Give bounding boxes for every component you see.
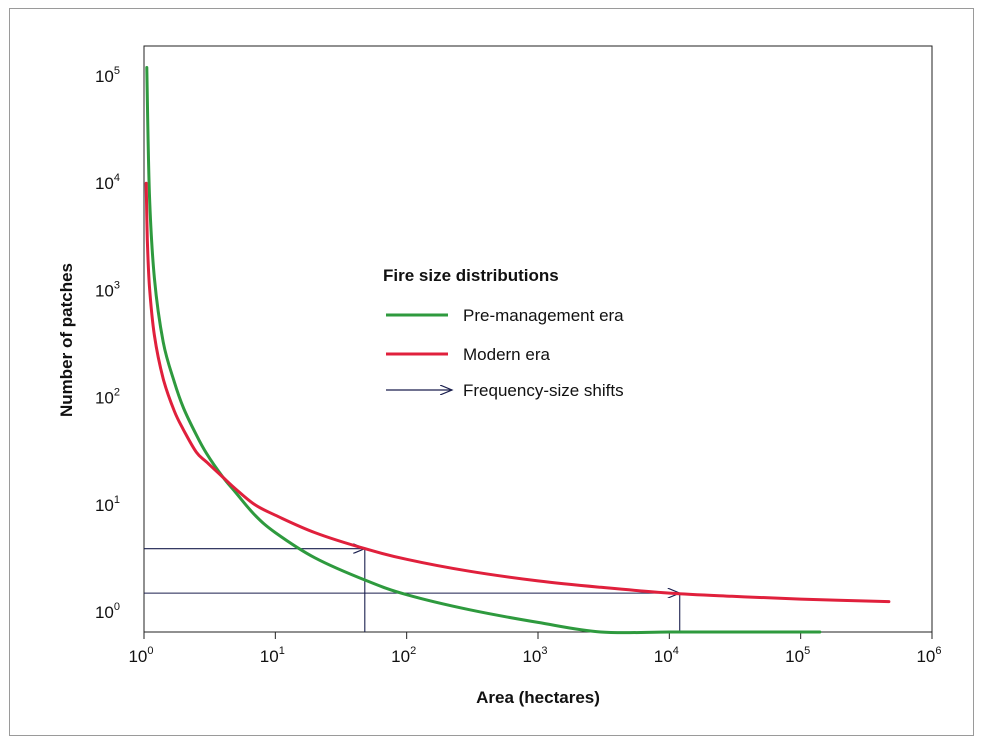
series-lines <box>144 66 891 635</box>
y-tick-label: 100 <box>95 601 120 622</box>
y-tick-label: 103 <box>95 279 120 300</box>
x-tick-label: 102 <box>391 645 416 666</box>
y-axis-ticks: 100 101 102 103 104 105 <box>95 65 120 622</box>
plot-area <box>143 45 933 633</box>
y-tick-label: 104 <box>95 172 120 193</box>
legend: Fire size distributions Pre-management e… <box>383 266 624 400</box>
x-tick-label: 101 <box>260 645 285 666</box>
series-line-pre-management <box>145 66 822 635</box>
y-tick-label: 105 <box>95 65 120 86</box>
x-tick-label: 104 <box>654 645 679 666</box>
series-line-modern <box>144 181 891 604</box>
y-tick-label: 101 <box>95 494 120 515</box>
x-axis-ticks: 100 101 102 103 104 105 106 <box>128 632 942 666</box>
x-tick-label: 103 <box>522 645 547 666</box>
x-tick-label: 100 <box>128 645 153 666</box>
frequency-size-shift-arrows <box>144 549 680 632</box>
x-axis-label: Area (hectares) <box>476 688 600 707</box>
legend-title: Fire size distributions <box>383 266 559 285</box>
y-axis-label: Number of patches <box>57 263 76 417</box>
legend-label-modern: Modern era <box>463 345 550 364</box>
legend-label-pre-management: Pre-management era <box>463 306 624 325</box>
x-tick-label: 105 <box>785 645 810 666</box>
x-tick-label: 106 <box>916 645 941 666</box>
legend-label-shifts: Frequency-size shifts <box>463 381 624 400</box>
y-tick-label: 102 <box>95 387 120 408</box>
